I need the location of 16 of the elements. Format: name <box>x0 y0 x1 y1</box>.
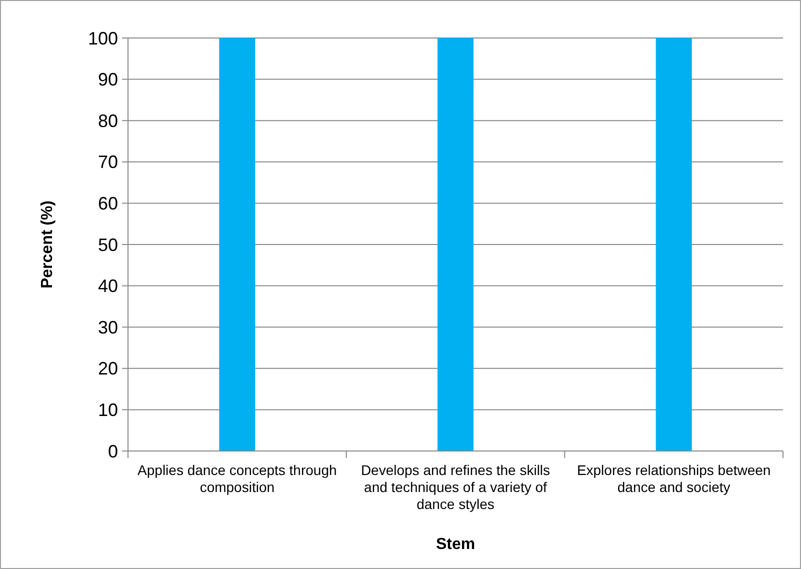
y-tick-label: 80 <box>98 110 118 131</box>
y-tick-label: 10 <box>98 400 118 420</box>
y-axis-title: Percent (%) <box>39 200 56 289</box>
x-tick-label: Develops and refines the skills and techniques of a variety of dance styles <box>360 462 550 512</box>
y-tick-label: 50 <box>98 234 118 255</box>
y-tick-label: 90 <box>98 70 118 90</box>
x-axis-title: Stem <box>436 536 476 553</box>
y-tick-label: 0 <box>108 441 118 462</box>
x-tick-label: Applies dance concepts through composition <box>138 462 337 495</box>
y-tick-label: 100 <box>88 28 118 48</box>
x-tick-label: Explores relationships between dance and society <box>576 462 771 495</box>
y-tick-label: 40 <box>98 276 118 296</box>
y-tick-label: 20 <box>98 358 118 379</box>
y-tick-label: 60 <box>98 194 118 214</box>
y-tick-label: 30 <box>98 317 118 338</box>
y-tick-label: 70 <box>98 152 118 172</box>
